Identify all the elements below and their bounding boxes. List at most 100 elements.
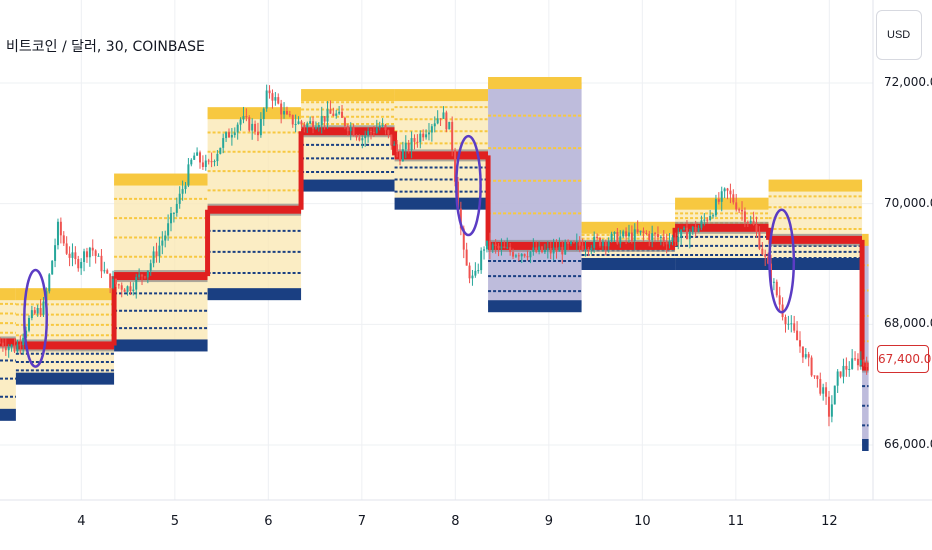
candle-body-160 — [462, 228, 465, 250]
candle-body-134 — [387, 130, 390, 135]
candle-body-47 — [135, 277, 138, 290]
candle-body-243 — [703, 219, 706, 221]
x-tick-label: 4 — [77, 514, 86, 529]
candle-body-65 — [187, 164, 190, 186]
candle-body-26 — [74, 252, 77, 260]
resistance-band-5 — [394, 89, 489, 102]
zone-fill-10 — [862, 239, 869, 445]
candle-body-103 — [297, 121, 300, 125]
candle-body-86 — [248, 117, 251, 131]
candle-body-48 — [138, 274, 141, 278]
candle-body-168 — [485, 240, 488, 250]
candle-body-67 — [193, 155, 196, 160]
candle-body-289 — [836, 371, 839, 386]
candle-body-130 — [375, 128, 378, 133]
candle-body-159 — [459, 208, 462, 229]
candle-body-116 — [335, 113, 338, 116]
poc-line-10 — [862, 362, 869, 371]
candle-body-167 — [483, 249, 486, 251]
candle-body-13 — [36, 308, 39, 314]
candle-body-258 — [746, 221, 749, 223]
candle-body-178 — [514, 255, 517, 257]
candle-body-56 — [161, 240, 164, 246]
candle-body-220 — [636, 229, 639, 233]
candle-body-153 — [442, 112, 445, 119]
resistance-band-9 — [768, 179, 863, 192]
candle-body-205 — [593, 236, 596, 248]
candle-body-175 — [506, 247, 509, 249]
candle-body-121 — [349, 127, 352, 132]
candle-body-207 — [598, 238, 601, 246]
x-tick-label: 10 — [634, 514, 651, 529]
candle-body-210 — [607, 241, 610, 247]
y-tick-label: 72,000.00 — [884, 75, 932, 89]
candle-body-224 — [648, 233, 651, 241]
candle-body-291 — [842, 365, 845, 377]
candle-body-163 — [471, 275, 474, 279]
candle-body-139 — [401, 149, 404, 162]
candle-body-83 — [239, 119, 242, 125]
candle-body-155 — [448, 121, 451, 130]
candle-body-221 — [639, 230, 642, 233]
candle-body-98 — [283, 111, 286, 115]
candle-body-251 — [726, 188, 729, 191]
candle-body-273 — [790, 323, 793, 325]
candle-body-79 — [227, 132, 230, 138]
candle-body-14 — [39, 308, 42, 315]
candle-body-95 — [274, 97, 277, 101]
highlight-circle-0 — [23, 268, 48, 368]
candle-body-109 — [314, 127, 317, 129]
candle-body-75 — [216, 153, 219, 162]
candle-body-298 — [862, 359, 865, 363]
candle-body-263 — [761, 248, 764, 255]
candle-body-60 — [172, 212, 175, 214]
candle-body-128 — [370, 130, 373, 132]
candle-body-69 — [198, 152, 201, 163]
candle-body-259 — [749, 220, 752, 223]
candle-body-270 — [781, 304, 784, 318]
candle-body-299 — [865, 362, 868, 368]
candle-body-125 — [361, 138, 364, 141]
candle-body-30 — [85, 251, 88, 258]
candle-body-223 — [645, 233, 648, 235]
candle-body-112 — [323, 116, 326, 122]
candle-body-73 — [210, 161, 213, 163]
y-tick-label: 70,000.00 — [884, 195, 932, 210]
currency-selector[interactable]: USD — [876, 10, 922, 60]
x-tick-label: 6 — [264, 514, 273, 529]
candle-body-239 — [691, 226, 694, 232]
poc-line-6 — [488, 241, 582, 250]
candle-body-38 — [109, 273, 112, 288]
candle-body-145 — [419, 133, 422, 143]
candle-body-114 — [329, 109, 332, 114]
candle-body-85 — [245, 116, 248, 118]
candle-body-297 — [859, 359, 862, 366]
candle-body-156 — [451, 121, 454, 151]
candle-body-68 — [196, 152, 199, 156]
candle-body-247 — [714, 199, 717, 216]
candle-body-66 — [190, 159, 193, 165]
candle-body-255 — [738, 209, 741, 211]
support-band-10 — [862, 439, 869, 451]
candle-body-51 — [146, 270, 149, 278]
candle-body-279 — [807, 354, 810, 358]
highlight-circle-2 — [768, 208, 796, 314]
candle-body-81 — [233, 132, 236, 136]
candle-body-141 — [407, 142, 410, 150]
candle-body-104 — [300, 121, 303, 125]
candle-body-110 — [317, 125, 320, 128]
candle-body-187 — [541, 246, 544, 253]
candle-body-127 — [367, 130, 370, 136]
candle-body-180 — [520, 254, 523, 257]
candle-body-245 — [709, 215, 712, 220]
support-band-2 — [114, 339, 208, 352]
resistance-band-1 — [15, 288, 115, 301]
candle-body-118 — [341, 111, 344, 118]
support-band-0 — [0, 408, 16, 421]
candle-body-24 — [68, 253, 71, 258]
candle-body-12 — [33, 310, 36, 314]
poc-line-1 — [15, 341, 115, 350]
candle-body-54 — [155, 251, 158, 257]
support-band-3 — [207, 288, 302, 301]
